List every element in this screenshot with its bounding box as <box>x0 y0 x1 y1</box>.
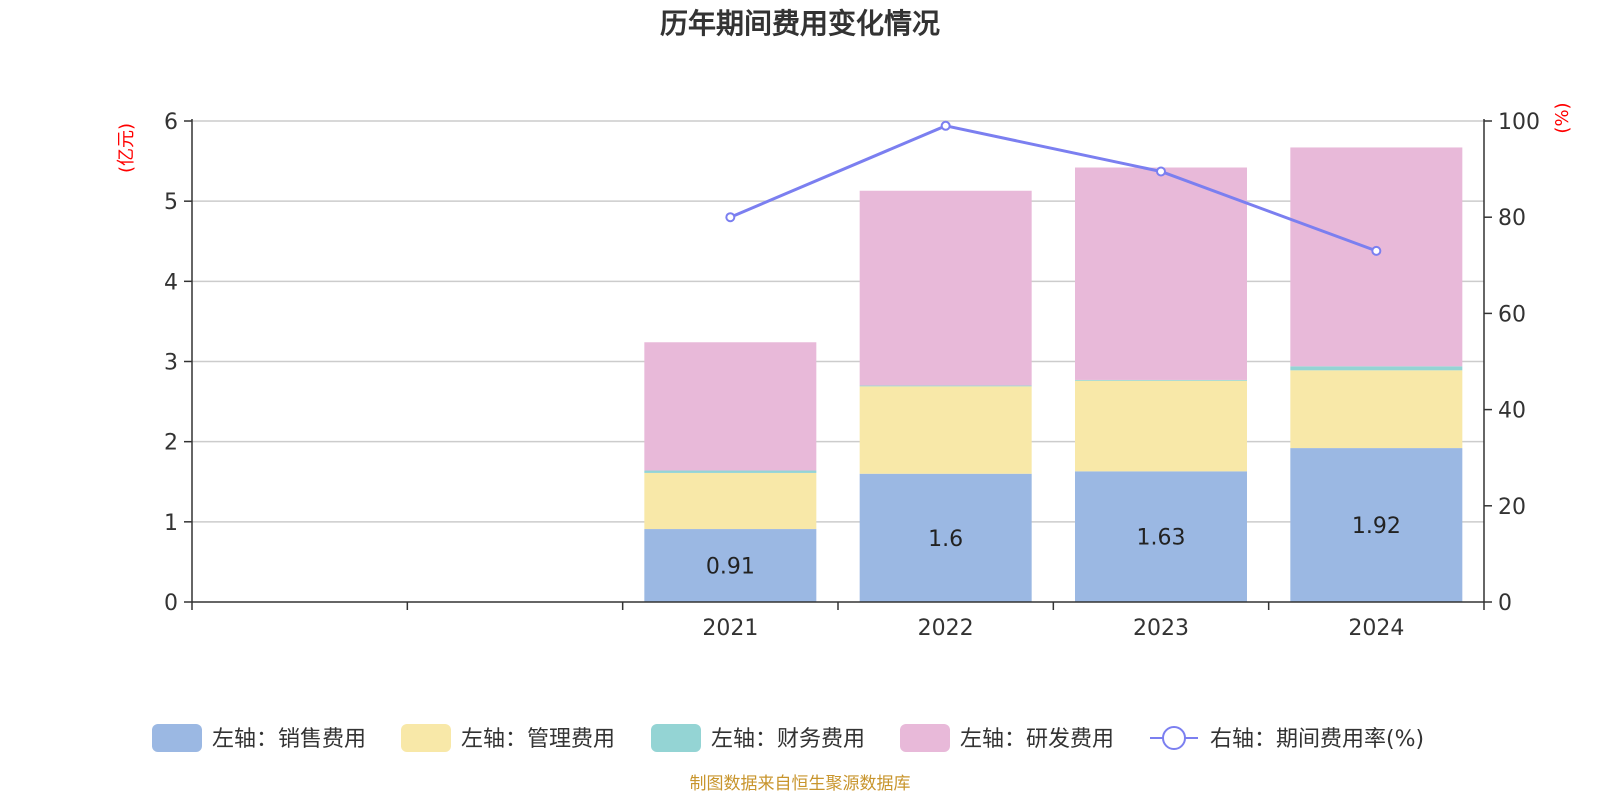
right-axis-unit-label: (%) <box>1552 102 1573 133</box>
bar-segment <box>644 529 817 602</box>
left-axis-tick-label: 5 <box>164 190 178 215</box>
rate-point <box>725 212 736 223</box>
bar-segment <box>859 385 1032 387</box>
legend-label: 左轴：销售费用 <box>212 727 366 752</box>
right-axis-tick-label: 100 <box>1498 110 1540 135</box>
left-axis-tick-label: 2 <box>164 431 178 456</box>
legend-label: 左轴：财务费用 <box>711 727 865 752</box>
legend-circle-symbol <box>1162 726 1186 750</box>
bar-segment <box>1290 147 1463 367</box>
legend-label: 左轴：研发费用 <box>960 727 1114 752</box>
right-axis-tick-label: 60 <box>1498 302 1526 327</box>
x-axis-tick-label: 2023 <box>1133 616 1189 641</box>
right-axis-tick-label: 40 <box>1498 399 1526 424</box>
line-series <box>725 120 1382 256</box>
left-axis-tick-label: 0 <box>164 591 178 616</box>
bar-value-label: 1.6 <box>928 527 963 552</box>
bar-segment <box>644 342 817 471</box>
legend-swatch <box>152 724 202 752</box>
bar-segment <box>1075 471 1247 602</box>
rate-point <box>1156 166 1166 177</box>
chart-title: 历年期间费用变化情况 <box>660 7 940 40</box>
left-axis-tick-label: 1 <box>164 511 178 536</box>
legend-label: 左轴：管理费用 <box>461 727 615 752</box>
bar-segment <box>859 190 1032 386</box>
rate-line <box>729 124 1377 253</box>
bar-segment <box>1290 448 1463 602</box>
bar-segment <box>1075 379 1247 381</box>
left-axis-tick-label: 3 <box>164 351 178 376</box>
bar-series <box>644 147 1463 602</box>
bar-segment <box>1290 366 1463 371</box>
bar-value-label: 1.63 <box>1137 526 1186 551</box>
rate-point <box>1371 245 1382 256</box>
bar-segment <box>859 386 1032 474</box>
bar-value-label: 0.91 <box>706 555 755 580</box>
right-axis-tick-label: 80 <box>1498 206 1526 231</box>
grid-lines <box>192 120 1484 523</box>
legend: 左轴：销售费用 左轴：管理费用 左轴：财务费用 左轴：研发费用 右轴：期间费用率(%) <box>152 724 1424 752</box>
rate-point <box>940 120 951 131</box>
bar-segment <box>1290 370 1463 449</box>
legend-swatch <box>401 724 451 752</box>
bar-segment <box>1075 380 1247 472</box>
x-axis-tick-label: 2024 <box>1348 616 1404 641</box>
data-labels: 0.91 1.6 1.63 1.92 <box>706 514 1401 579</box>
legend-label: 右轴：期间费用率(%) <box>1210 727 1424 752</box>
bar-value-label: 1.92 <box>1352 514 1401 539</box>
left-axis-tick-label: 4 <box>164 270 178 295</box>
left-axis-unit-label: (亿元) <box>116 123 137 173</box>
bar-segment <box>1075 167 1247 380</box>
left-axis-tick-label: 6 <box>164 110 178 135</box>
bar-segment <box>644 470 817 473</box>
legend-swatch <box>651 724 701 752</box>
right-axis-tick-label: 20 <box>1498 495 1526 520</box>
x-axis-tick-label: 2022 <box>918 616 974 641</box>
source-note: 制图数据来自恒生聚源数据库 <box>690 774 911 794</box>
legend-swatch <box>900 724 950 752</box>
bar-segment <box>859 473 1032 602</box>
x-axis-tick-label: 2021 <box>702 616 758 641</box>
bar-segment <box>644 472 817 530</box>
right-axis-tick-label: 0 <box>1498 591 1512 616</box>
